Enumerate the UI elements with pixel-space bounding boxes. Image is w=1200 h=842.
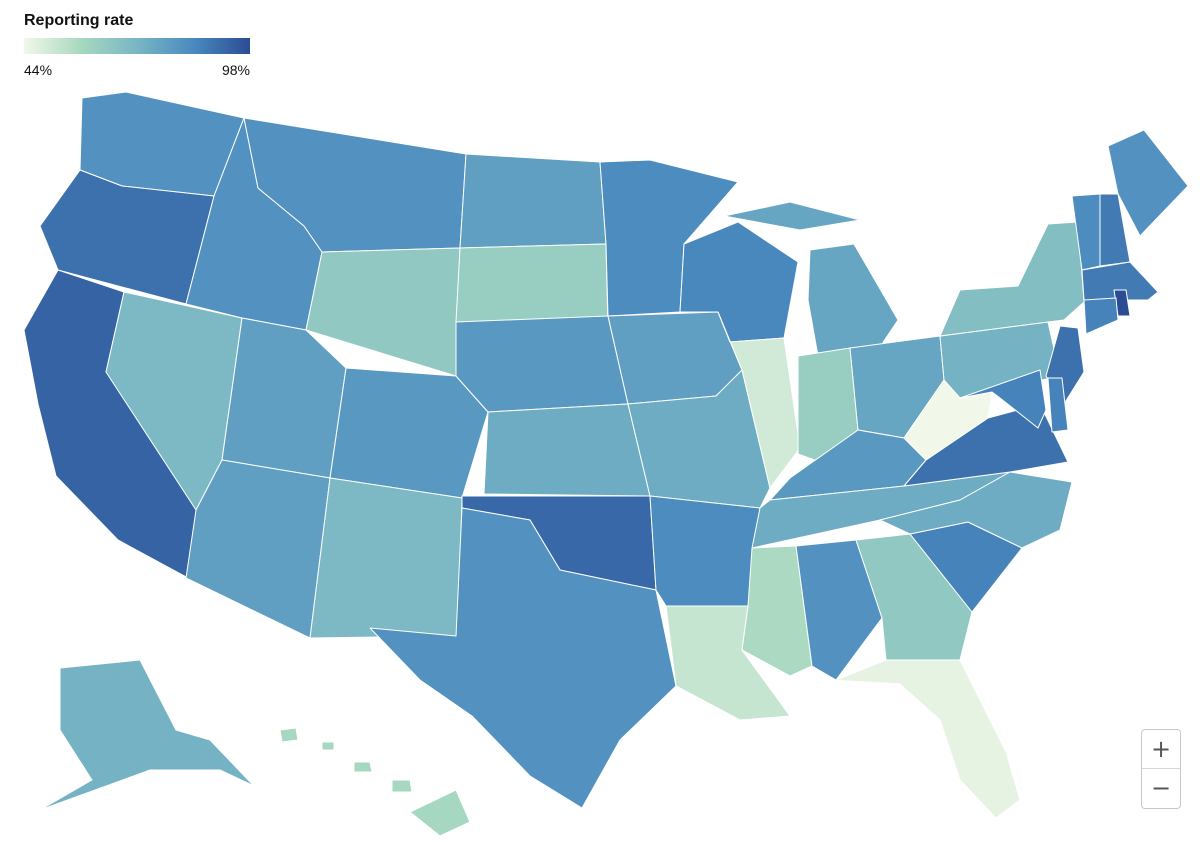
zoom-out-button[interactable]: −: [1150, 774, 1172, 802]
legend-min-label: 44%: [24, 62, 53, 78]
state-md[interactable]: [959, 369, 1047, 429]
zoom-control: + −: [1141, 729, 1181, 809]
state-hi[interactable]: [279, 727, 471, 837]
legend-color-bar: [24, 38, 250, 54]
legend-max-label: 98%: [221, 62, 250, 78]
state-ar[interactable]: [649, 495, 761, 607]
state-ut[interactable]: [221, 317, 347, 479]
state-co[interactable]: [329, 367, 489, 499]
state-fl[interactable]: [829, 659, 1021, 819]
state-nd[interactable]: [459, 153, 607, 249]
state-me[interactable]: [1107, 129, 1189, 237]
state-nc[interactable]: [879, 471, 1073, 549]
state-ma[interactable]: [1081, 261, 1159, 301]
state-az[interactable]: [185, 459, 331, 639]
state-ks[interactable]: [483, 403, 651, 497]
state-il[interactable]: [717, 311, 801, 489]
state-ak[interactable]: [39, 659, 255, 811]
state-ct[interactable]: [1083, 297, 1119, 335]
state-ne[interactable]: [455, 315, 629, 413]
state-al[interactable]: [795, 539, 883, 681]
state-ny[interactable]: [939, 221, 1085, 337]
zoom-in-button[interactable]: +: [1142, 730, 1180, 769]
legend-title: Reporting rate: [24, 12, 134, 29]
state-de[interactable]: [1047, 377, 1069, 433]
legend: Reporting rate 44% 98%: [24, 12, 254, 82]
state-nm[interactable]: [309, 477, 463, 639]
